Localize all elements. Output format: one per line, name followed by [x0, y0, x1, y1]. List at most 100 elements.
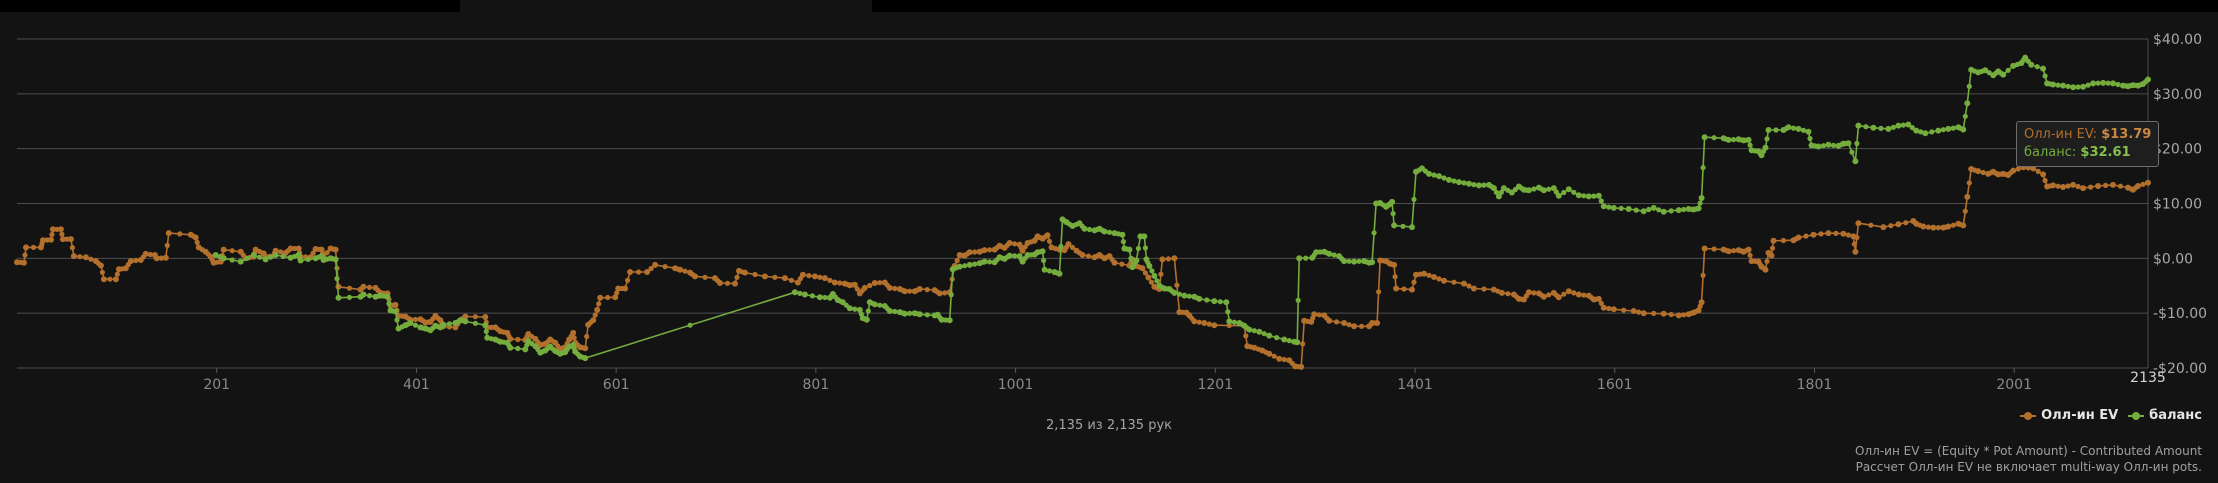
data-point[interactable] — [1300, 341, 1306, 347]
data-point[interactable] — [272, 247, 279, 254]
data-point[interactable] — [1918, 129, 1924, 135]
data-point[interactable] — [1481, 286, 1487, 292]
data-point[interactable] — [1006, 252, 1013, 259]
data-point[interactable] — [946, 317, 953, 324]
data-point[interactable] — [1640, 208, 1647, 215]
data-point[interactable] — [1401, 286, 1407, 292]
data-point[interactable] — [1591, 193, 1597, 199]
data-point[interactable] — [801, 291, 808, 298]
data-point[interactable] — [1128, 255, 1134, 261]
data-point[interactable] — [21, 259, 27, 266]
data-point[interactable] — [1895, 221, 1902, 228]
data-point[interactable] — [1790, 125, 1797, 131]
data-point[interactable] — [1079, 252, 1086, 258]
data-point[interactable] — [1854, 234, 1860, 241]
data-point[interactable] — [412, 316, 418, 323]
data-point[interactable] — [1376, 289, 1382, 295]
data-point[interactable] — [515, 345, 521, 352]
data-point[interactable] — [1351, 323, 1358, 330]
data-point[interactable] — [1820, 143, 1827, 149]
data-point[interactable] — [482, 314, 489, 320]
data-point[interactable] — [1646, 206, 1652, 213]
data-point[interactable] — [1276, 355, 1283, 362]
data-point[interactable] — [1111, 259, 1118, 266]
data-point[interactable] — [1441, 175, 1447, 181]
data-point[interactable] — [972, 261, 978, 267]
data-point[interactable] — [82, 254, 89, 261]
data-point[interactable] — [162, 254, 169, 261]
data-point[interactable] — [1119, 261, 1125, 267]
data-point[interactable] — [816, 294, 823, 301]
data-point[interactable] — [886, 284, 893, 291]
data-point[interactable] — [1101, 228, 1108, 235]
data-point[interactable] — [133, 257, 139, 264]
data-point[interactable] — [1964, 100, 1971, 107]
data-point[interactable] — [1391, 261, 1398, 268]
data-point[interactable] — [1159, 256, 1166, 263]
data-point[interactable] — [1764, 258, 1770, 264]
data-point[interactable] — [636, 269, 642, 275]
data-point[interactable] — [1598, 300, 1604, 306]
data-point[interactable] — [582, 355, 589, 362]
data-point[interactable] — [972, 249, 978, 255]
data-point[interactable] — [1256, 328, 1263, 335]
data-point[interactable] — [1181, 292, 1188, 299]
data-point[interactable] — [901, 310, 908, 317]
data-point[interactable] — [1251, 328, 1257, 334]
data-point[interactable] — [827, 277, 833, 283]
data-point[interactable] — [1046, 268, 1053, 274]
data-point[interactable] — [165, 230, 172, 237]
data-point[interactable] — [1171, 255, 1178, 262]
data-point[interactable] — [112, 276, 119, 283]
data-point[interactable] — [627, 269, 634, 275]
data-point[interactable] — [2135, 183, 2141, 189]
data-point[interactable] — [1461, 280, 1467, 287]
data-point[interactable] — [1493, 189, 1499, 195]
data-point[interactable] — [1505, 291, 1511, 297]
data-point[interactable] — [570, 329, 577, 336]
data-point[interactable] — [30, 244, 37, 250]
data-point[interactable] — [1698, 195, 1705, 201]
data-point[interactable] — [1633, 207, 1639, 213]
data-point[interactable] — [1962, 208, 1968, 214]
data-point[interactable] — [1421, 270, 1427, 277]
data-point[interactable] — [1905, 121, 1912, 128]
data-point[interactable] — [1142, 245, 1148, 251]
data-point[interactable] — [1581, 193, 1587, 199]
data-point[interactable] — [2042, 177, 2048, 184]
data-point[interactable] — [22, 252, 28, 258]
data-point[interactable] — [2075, 84, 2081, 90]
data-point[interactable] — [59, 231, 65, 237]
data-point[interactable] — [1331, 252, 1337, 258]
data-point[interactable] — [1600, 203, 1607, 210]
data-point[interactable] — [1868, 222, 1874, 228]
data-point[interactable] — [1770, 237, 1777, 244]
data-point[interactable] — [310, 250, 316, 256]
data-point[interactable] — [1369, 259, 1376, 266]
data-point[interactable] — [742, 269, 748, 276]
data-point[interactable] — [142, 250, 149, 257]
data-point[interactable] — [811, 273, 818, 280]
data-point[interactable] — [852, 306, 858, 312]
data-point[interactable] — [1930, 224, 1937, 231]
data-point[interactable] — [1795, 125, 1802, 132]
data-point[interactable] — [77, 254, 83, 260]
data-point[interactable] — [1281, 356, 1287, 363]
data-point[interactable] — [1725, 248, 1732, 255]
data-point[interactable] — [1610, 306, 1617, 313]
data-point[interactable] — [1389, 198, 1396, 205]
data-point[interactable] — [652, 261, 659, 268]
data-point[interactable] — [582, 345, 589, 352]
data-point[interactable] — [724, 280, 731, 286]
data-point[interactable] — [1700, 272, 1706, 278]
data-point[interactable] — [1176, 291, 1182, 297]
data-point[interactable] — [788, 277, 795, 283]
data-point[interactable] — [2105, 80, 2111, 86]
data-point[interactable] — [1900, 122, 1906, 128]
data-point[interactable] — [482, 322, 489, 329]
data-point[interactable] — [237, 258, 244, 265]
data-point[interactable] — [1765, 127, 1772, 133]
data-point[interactable] — [220, 246, 227, 253]
data-point[interactable] — [1326, 250, 1333, 257]
data-point[interactable] — [346, 294, 353, 300]
